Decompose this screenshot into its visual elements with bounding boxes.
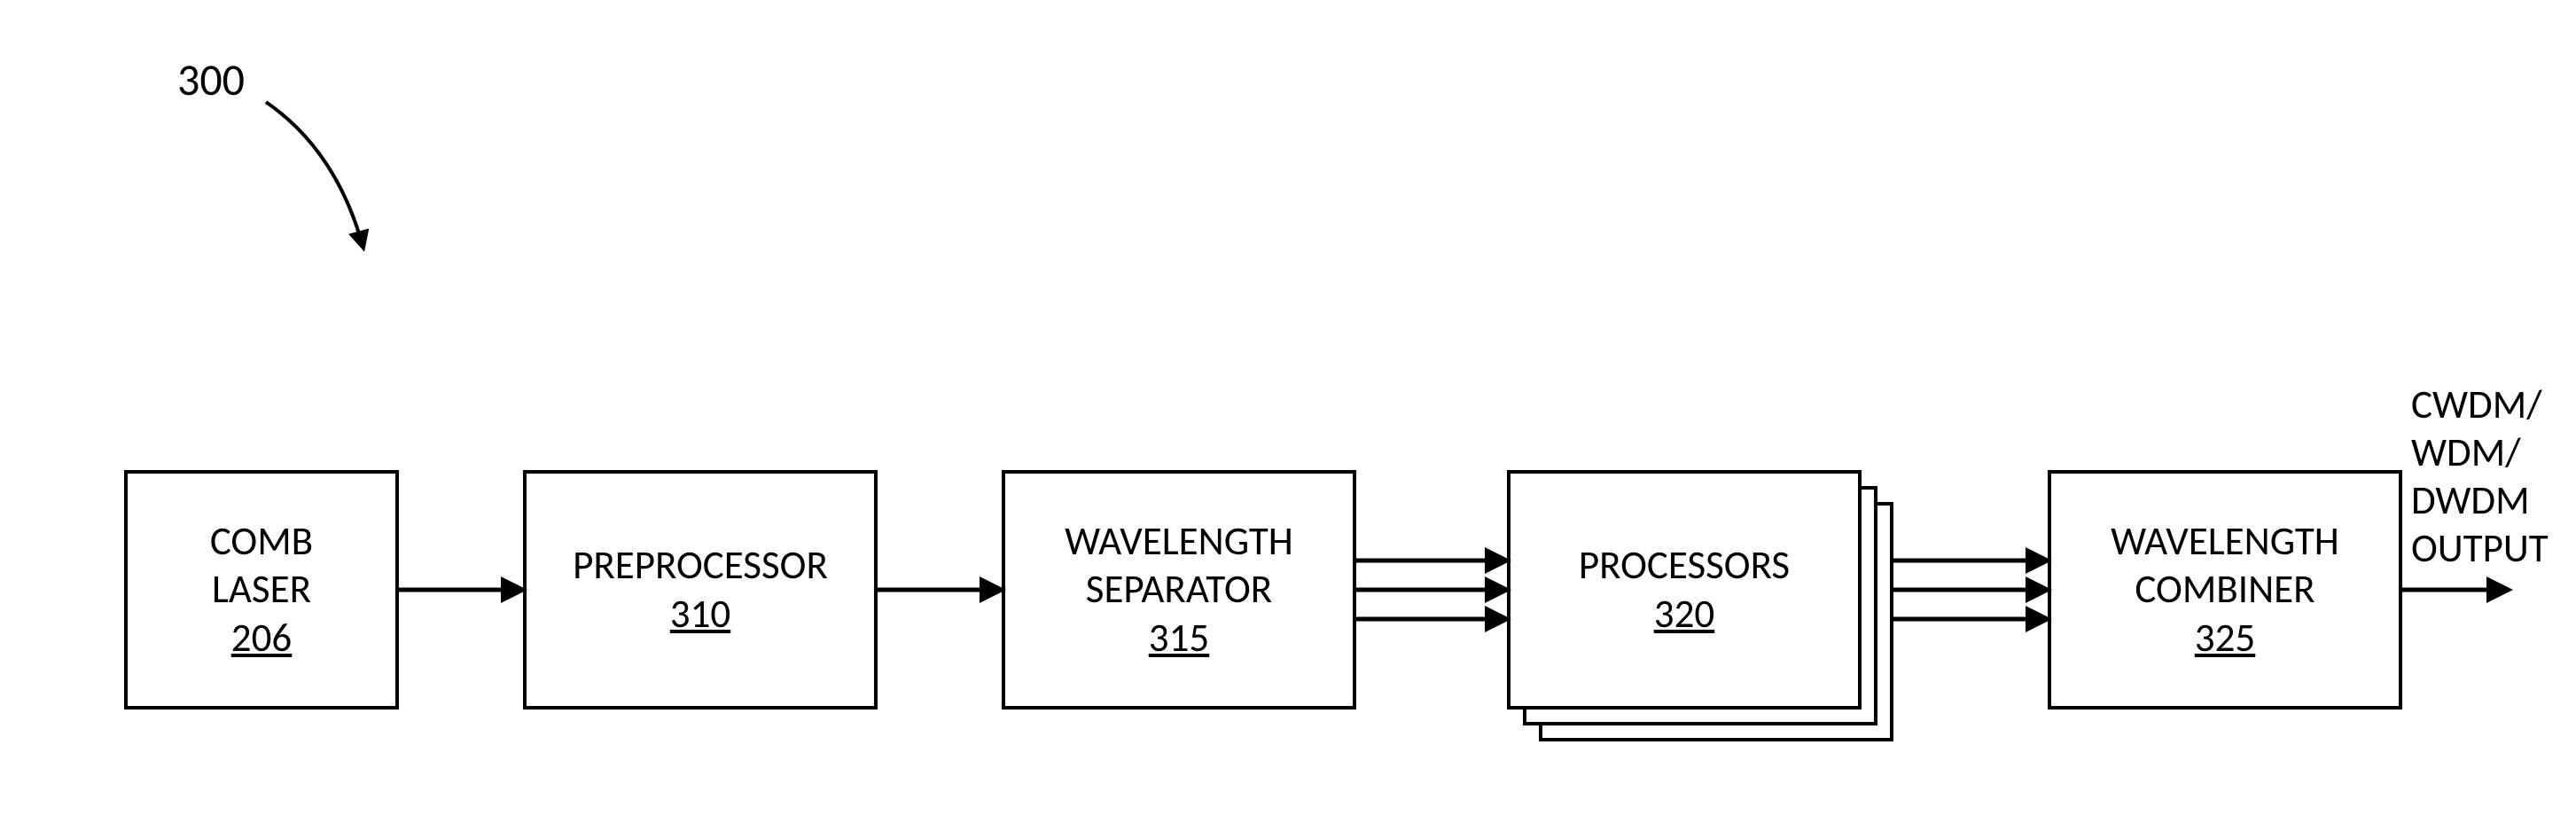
output-label: CWDM/ WDM/ DWDM OUTPUT [2411,381,2549,573]
wavelength-combiner-label: WAVELENGTHCOMBINER325 [2111,518,2339,663]
preprocessor-label-line-0: PREPROCESSOR [573,542,828,590]
output-line-3: DWDM [2411,476,2530,525]
output-line-1: CWDM/ [2411,380,2542,429]
output-line-2: WDM/ [2411,428,2521,477]
wavelength-separator-label-line-1: SEPARATOR [1065,566,1293,614]
processors-block: PROCESSORS320 [1507,470,1862,710]
figure-number-label: 300 [177,53,245,107]
comb-laser-label-line-0: COMB [210,518,313,566]
preprocessor-ref: 310 [573,590,828,639]
wavelength-combiner-label-line-1: COMBINER [2111,566,2339,614]
arrows-layer [0,0,2576,839]
comb-laser-label: COMBLASER206 [210,518,313,663]
output-line-4: OUTPUT [2411,524,2549,573]
comb-laser-label-line-1: LASER [210,566,313,614]
wavelength-separator-block: WAVELENGTHSEPARATOR315 [1002,470,1356,710]
wavelength-combiner-ref: 325 [2111,614,2339,663]
wavelength-separator-ref: 315 [1065,614,1293,663]
wavelength-combiner-label-line-0: WAVELENGTH [2111,518,2339,566]
processors-ref: 320 [1579,590,1790,639]
preprocessor-block: PREPROCESSOR310 [523,470,878,710]
wavelength-separator-label: WAVELENGTHSEPARATOR315 [1065,518,1293,663]
processors-label: PROCESSORS320 [1579,542,1790,639]
processors-label-line-0: PROCESSORS [1579,542,1790,590]
wavelength-combiner-block: WAVELENGTHCOMBINER325 [2048,470,2402,710]
comb-laser-ref: 206 [210,614,313,663]
preprocessor-label: PREPROCESSOR310 [573,542,828,639]
comb-laser-block: COMBLASER206 [124,470,399,710]
wavelength-separator-label-line-0: WAVELENGTH [1065,518,1293,566]
